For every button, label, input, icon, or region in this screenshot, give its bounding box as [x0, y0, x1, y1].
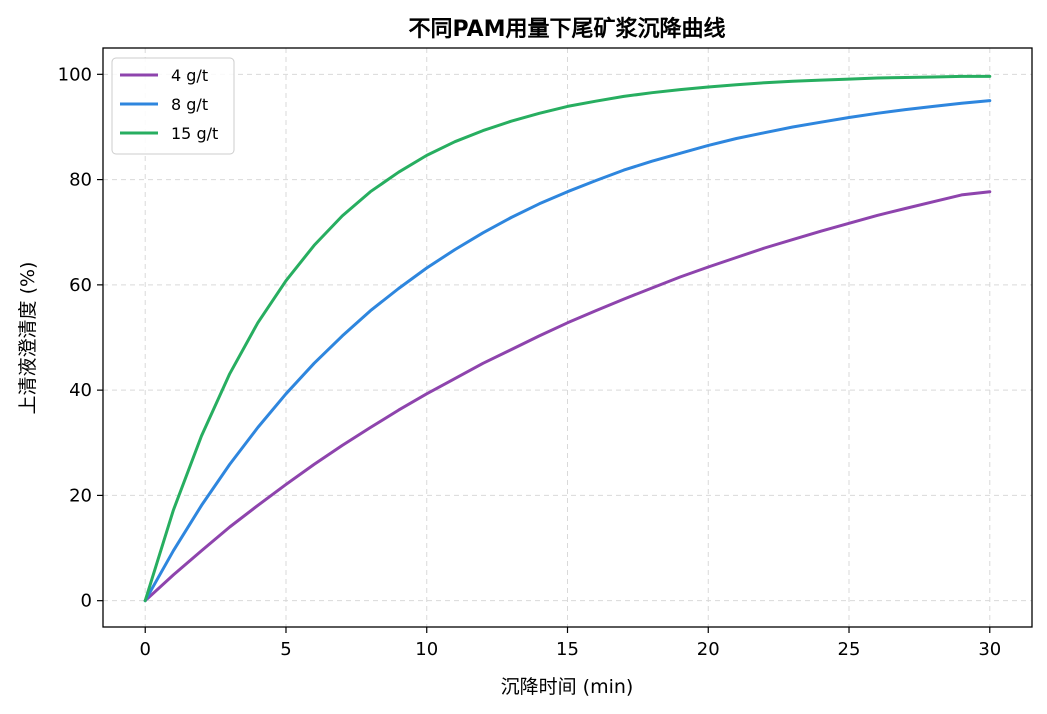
legend-label: 8 g/t [171, 95, 208, 114]
x-tick-label: 30 [978, 639, 1001, 660]
x-tick-label: 25 [838, 639, 861, 660]
x-tick-label: 20 [697, 639, 720, 660]
x-axis-label: 沉降时间 (min) [501, 676, 634, 698]
y-tick-label: 40 [69, 380, 92, 401]
y-axis-label: 上清液澄清度 (%) [17, 262, 39, 415]
y-tick-label: 20 [69, 485, 92, 506]
legend-label: 4 g/t [171, 66, 208, 85]
y-tick-label: 80 [69, 170, 92, 191]
y-axis: 0 20 40 60 80 100 [58, 64, 103, 612]
x-tick-label: 10 [415, 639, 438, 660]
series-line-3 [143, 74, 992, 603]
series-group [143, 74, 992, 603]
x-tick-label: 5 [280, 639, 291, 660]
x-tick-label: 15 [556, 639, 579, 660]
y-tick-label: 100 [58, 64, 92, 85]
y-tick-label: 60 [69, 275, 92, 296]
grid [103, 48, 1032, 627]
series-line-1 [143, 190, 992, 603]
x-tick-label: 0 [140, 639, 151, 660]
series-line-2 [143, 99, 992, 603]
x-axis: 0 5 10 15 20 25 30 [140, 627, 1001, 660]
legend: 4 g/t 8 g/t 15 g/t [111, 57, 235, 155]
legend-label: 15 g/t [171, 124, 218, 143]
legend-box [111, 57, 235, 155]
y-tick-label: 0 [81, 591, 92, 612]
chart-title: 不同PAM用量下尾矿浆沉降曲线 [408, 16, 725, 42]
